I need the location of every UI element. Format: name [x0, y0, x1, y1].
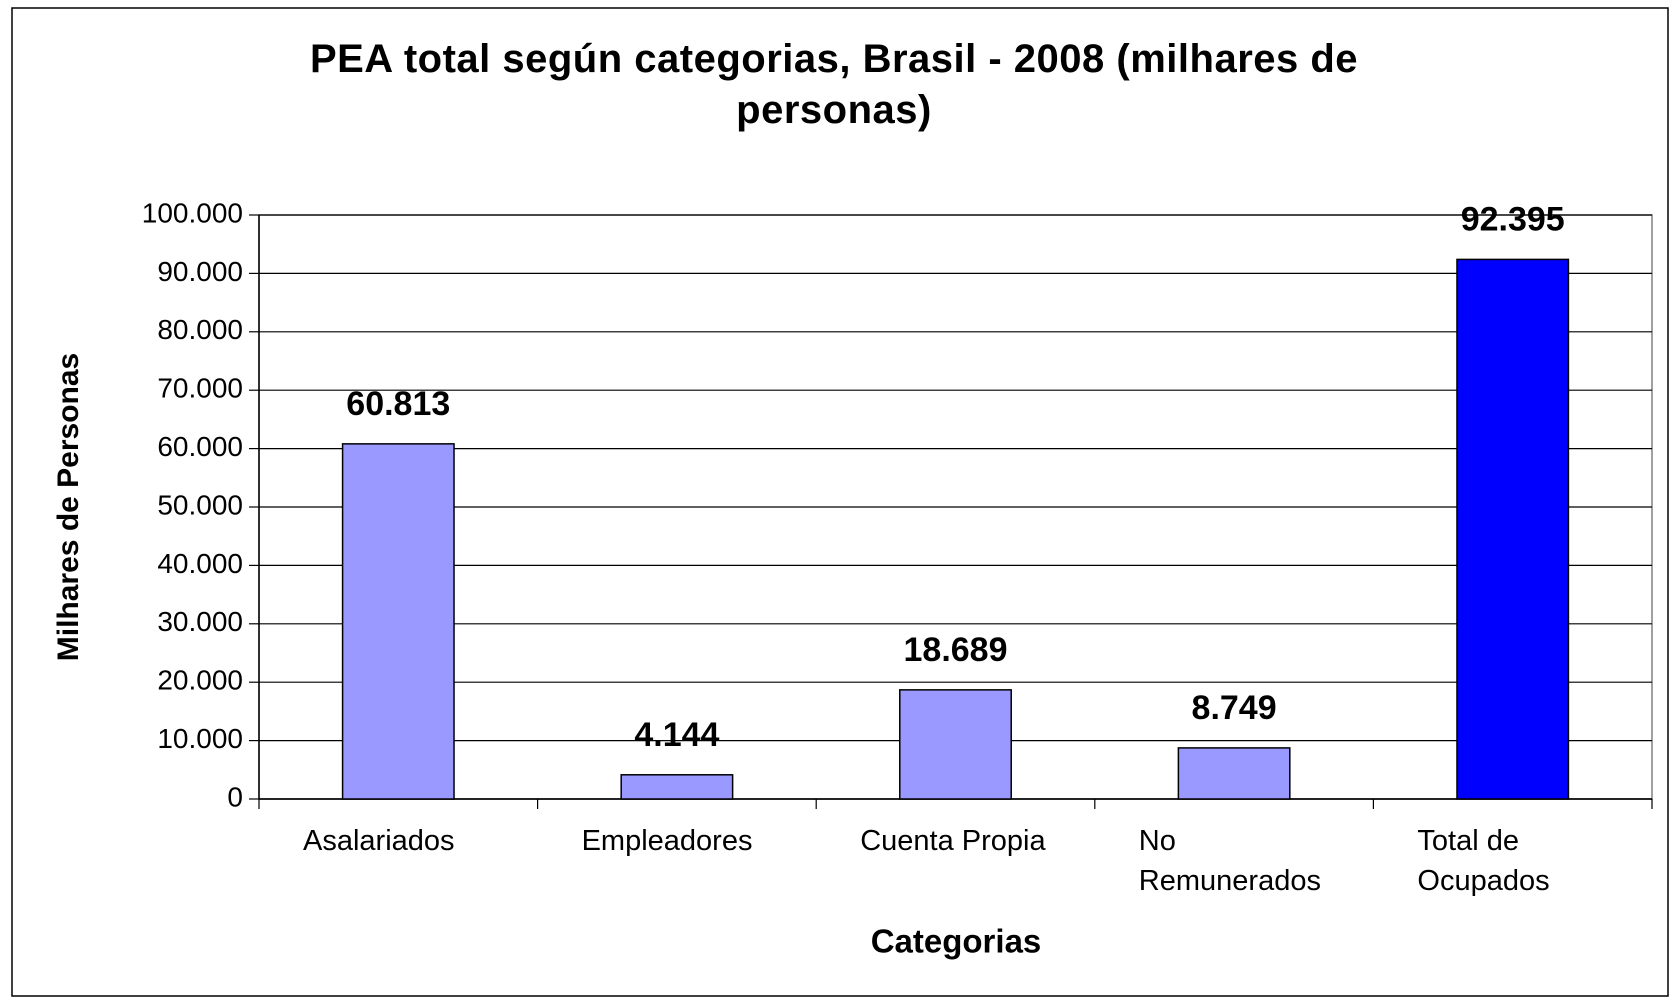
y-tick-label: 20.000 [157, 665, 243, 696]
x-tick-label-box: Total de Ocupados [1417, 825, 1550, 897]
x-tick-label-box: No Remunerados [1138, 825, 1321, 897]
value-label: 92.395 [1461, 200, 1565, 238]
x-tick-label: Total de Ocupados [1417, 825, 1550, 897]
x-tick-label: Asalariados [303, 825, 455, 857]
bar [1456, 258, 1570, 800]
x-tick-label-box: Cuenta Propia [860, 825, 1046, 857]
y-tick-label: 40.000 [157, 548, 243, 579]
bar [620, 774, 734, 800]
y-tick-label: 70.000 [157, 373, 243, 404]
y-tick-label: 60.000 [157, 431, 243, 462]
x-tick-label: Cuenta Propia [860, 825, 1046, 857]
y-tick-label: 100.000 [142, 197, 243, 228]
x-tick-label: Empleadores [581, 825, 753, 857]
title-box: PEA total según categorias, Brasil - 200… [309, 37, 1359, 132]
chart-title: PEA total según categorias, Brasil - 200… [309, 37, 1359, 132]
value-label: 18.689 [904, 631, 1008, 669]
y-tick-label: 80.000 [157, 314, 243, 345]
y-tick-label: 90.000 [157, 256, 243, 287]
value-label: 60.813 [346, 385, 450, 423]
value-label: 4.144 [634, 716, 719, 754]
y-tick-label: 50.000 [157, 489, 243, 520]
x-axis-label: Categorias [871, 923, 1042, 960]
bar [341, 443, 455, 800]
y-tick-label: 0 [227, 781, 243, 812]
bar [1177, 747, 1291, 800]
x-tick-label: No Remunerados [1138, 825, 1321, 897]
value-label: 8.749 [1192, 689, 1277, 727]
y-axis-label: Milhares de Personas [52, 353, 85, 661]
bar [899, 689, 1012, 800]
y-tick-label: 30.000 [157, 606, 243, 637]
y-tick-label: 10.000 [157, 723, 243, 754]
x-tick-label-box: Asalariados [303, 825, 455, 857]
x-tick-label-box: Empleadores [581, 825, 753, 857]
